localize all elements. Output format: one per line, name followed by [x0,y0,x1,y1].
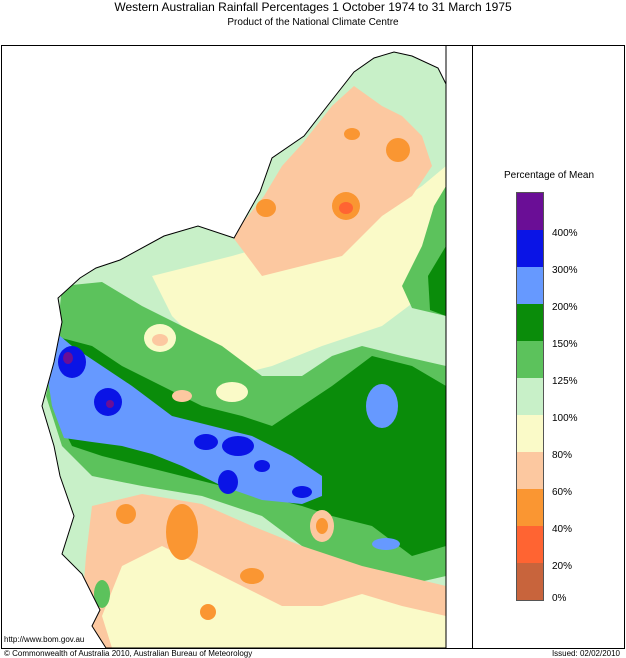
zone-80-100-pocket-b [216,382,248,402]
footer-issued: Issued: 02/02/2010 [551,649,620,658]
zone-40-60-south-c [240,568,264,584]
legend-swatch [517,563,543,600]
zone-40-60-south-b [116,504,136,524]
rainfall-map [41,46,447,648]
legend-swatch [517,489,543,526]
zone-400-plus-a [63,352,73,364]
legend-panel: Percentage of Mean 400% 300% 200% 150% 125% 1… [473,45,625,649]
legend-label: 200% [552,302,578,313]
footer-copyright: © Commonwealth of Australia 2010, Austra… [4,649,253,658]
legend-swatch [517,341,543,378]
legend-swatch [517,378,543,415]
legend-color-bar [516,192,544,601]
zone-200-300-band [46,326,322,504]
zone-60-80-north [232,86,432,276]
zone-100-125-kimberley [380,78,416,106]
zone-40-60-north-a [386,138,410,162]
legend-swatch [517,452,543,489]
zone-40-60-south-a [166,504,198,560]
legend-label: 100% [552,413,578,424]
zone-300-400-g [292,486,312,498]
zone-40-60-northwest [256,199,276,217]
zone-80-100-south [102,546,446,648]
legend-label: 300% [552,265,578,276]
legend-swatch [517,415,543,452]
zone-40-60-pocket-c [316,518,328,534]
legend-swatch [517,526,543,563]
map-subtitle: Product of the National Climate Centre [227,17,399,28]
zone-200-300-east [366,384,398,428]
zone-60-80-pocket-b [172,390,192,402]
zone-150-200-ne [428,246,446,316]
footer-url: http://www.bom.gov.au [4,635,85,644]
zone-300-400-f [254,460,270,472]
map-title: Western Australian Rainfall Percentages … [114,0,512,14]
map-panel [1,45,473,649]
legend-label: 80% [552,450,573,461]
legend-label: 60% [552,487,573,498]
legend-label: 40% [552,524,573,535]
zone-80-100-central [152,166,446,376]
zone-200-300-se [372,538,400,550]
zone-20-40-north [339,202,353,214]
legend-label-bottom: 0% [552,593,567,604]
zone-300-400-c [194,434,218,450]
zone-60-80-pocket-a [152,334,168,346]
legend-swatch [517,193,543,230]
zone-300-400-a [58,346,86,378]
zone-125-150-sw [94,580,110,608]
legend-label: 400% [552,228,578,239]
zone-300-400-d [222,436,254,456]
legend-swatch [517,304,543,341]
zone-300-400-e [218,470,238,494]
legend-label: 150% [552,339,578,350]
zone-40-60-south-d [200,604,216,620]
legend-label: 20% [552,561,573,572]
zone-400-plus-b [106,400,114,408]
legend-label: 125% [552,376,578,387]
legend-swatch [517,230,543,267]
legend-title: Percentage of Mean [503,170,595,181]
zone-40-60-north-b [344,128,360,140]
legend-swatch [517,267,543,304]
